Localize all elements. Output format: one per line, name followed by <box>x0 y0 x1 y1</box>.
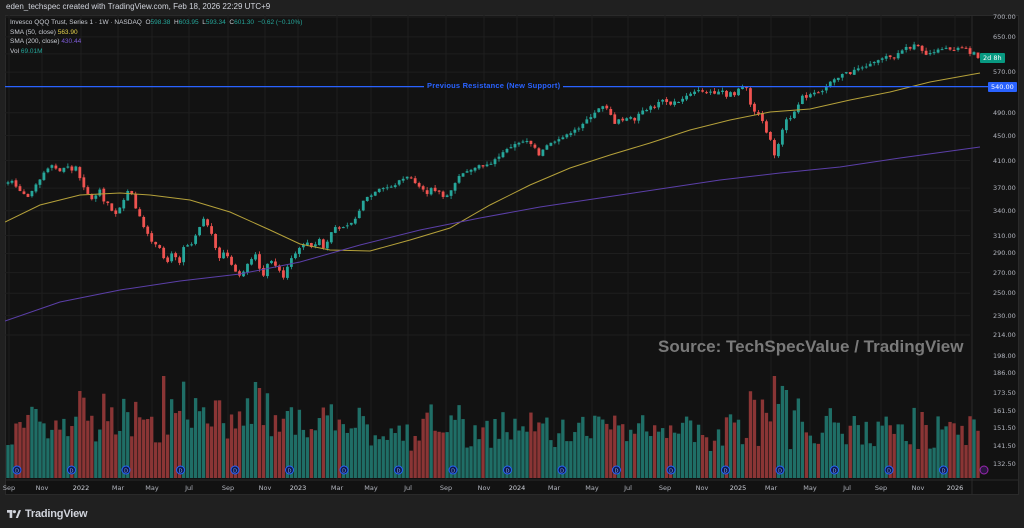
time-axis-label: Sep <box>2 484 16 492</box>
support-annotation[interactable]: Previous Resistance (New Support) <box>424 81 564 90</box>
volume-axis-label: 186.00 <box>993 369 1016 377</box>
sma200-label: SMA (200, close) <box>10 38 60 45</box>
price-axis-label: 290.00 <box>993 249 1016 258</box>
sma50-row[interactable]: SMA (50, close) 563.90 <box>10 28 302 38</box>
svg-text:D: D <box>560 469 564 475</box>
low-value: 593.34 <box>205 19 226 26</box>
svg-text:D: D <box>288 469 292 475</box>
price-axis-label: 570.00 <box>993 68 1016 77</box>
price-axis-label: 650.00 <box>993 32 1016 41</box>
svg-text:D: D <box>833 469 837 475</box>
time-axis-label: 2025 <box>729 484 747 492</box>
time-axis-label: Jul <box>404 484 412 492</box>
time-axis-label: 2024 <box>508 484 526 492</box>
svg-text:D: D <box>724 469 728 475</box>
time-axis-label: Sep <box>439 484 453 492</box>
time-axis-label: May <box>803 484 817 492</box>
time-axis-label: May <box>585 484 599 492</box>
time-axis-label: Jul <box>624 484 632 492</box>
header-bar: eden_techspec created with TradingView.c… <box>0 0 1024 15</box>
time-axis-label: 2026 <box>946 484 964 492</box>
volume-axis-label: 161.50 <box>993 407 1016 415</box>
high-value: 603.95 <box>178 19 199 26</box>
time-axis-label: 2023 <box>289 484 307 492</box>
price-axis-label: 270.00 <box>993 268 1016 277</box>
price-axis-label: 700.00 <box>993 13 1016 21</box>
svg-text:D: D <box>179 469 183 475</box>
time-axis-label: Nov <box>695 484 709 492</box>
change-value: −0.62 (−0.10%) <box>257 19 303 26</box>
time-axis-label: Jul <box>843 484 851 492</box>
close-value: 601.30 <box>234 19 254 26</box>
volume-row[interactable]: Vol 69.01M <box>10 47 302 57</box>
svg-text:D: D <box>451 469 455 475</box>
price-axis-label: 340.00 <box>993 206 1016 215</box>
high-label: H <box>174 19 179 26</box>
tradingview-brand: TradingView <box>25 508 88 520</box>
volume-axis-label: 198.00 <box>993 352 1016 360</box>
time-axis-label: Sep <box>658 484 672 492</box>
bar-countdown-badge: 2d 8h <box>980 53 1005 63</box>
volume-label: Vol <box>10 47 20 55</box>
time-axis-label: Mar <box>764 484 778 492</box>
time-axis-label: Jul <box>185 484 193 492</box>
low-label: L <box>202 19 206 26</box>
svg-text:D: D <box>233 469 237 475</box>
svg-text:D: D <box>669 469 673 475</box>
sma50-label: SMA (50, close) <box>10 28 56 36</box>
volume-axis-label: 173.50 <box>993 389 1016 397</box>
time-axis-label: Nov <box>35 484 49 492</box>
time-axis-label: Sep <box>874 484 888 492</box>
volume-axis-label: 151.50 <box>993 424 1016 432</box>
time-axis-label: Mar <box>111 484 125 492</box>
svg-text:D: D <box>70 469 74 475</box>
open-value: 598.38 <box>150 19 171 26</box>
price-axis-label: 214.00 <box>993 331 1016 339</box>
svg-text:D: D <box>887 469 891 475</box>
volume-axis-label: 141.50 <box>993 442 1016 450</box>
time-axis-label: Nov <box>477 484 491 492</box>
sma50-value: 563.90 <box>57 28 78 36</box>
price-axis-label: 230.00 <box>993 311 1016 320</box>
price-axis-label: 250.00 <box>993 289 1016 298</box>
ohlc-row: Invesco QQQ Trust, Series 1 · 1W · NASDA… <box>10 18 302 28</box>
svg-text:D: D <box>124 469 128 475</box>
tradingview-logo-icon <box>7 510 21 518</box>
time-axis-label: May <box>364 484 378 492</box>
sma200-row[interactable]: SMA (200, close) 430.44 <box>10 37 302 47</box>
support-price-badge: 540.00 <box>988 82 1017 92</box>
source-watermark: Source: TechSpecValue / TradingView <box>658 337 964 356</box>
svg-text:D: D <box>615 469 619 475</box>
tradingview-logo[interactable]: TradingView <box>7 508 88 520</box>
price-axis-label: 310.00 <box>993 231 1016 240</box>
time-axis-label: Mar <box>547 484 561 492</box>
chart-legend: Invesco QQQ Trust, Series 1 · 1W · NASDA… <box>10 18 302 56</box>
time-axis-label: Nov <box>911 484 925 492</box>
volume-value: 69.01M <box>20 47 43 55</box>
svg-text:D: D <box>506 469 510 475</box>
svg-text:D: D <box>397 469 401 475</box>
time-axis-label: 2022 <box>72 484 90 492</box>
footer-bar <box>0 495 1024 528</box>
volume-axis-label: 132.50 <box>993 460 1016 468</box>
open-label: O <box>145 19 151 26</box>
symbol-title[interactable]: Invesco QQQ Trust, Series 1 · 1W · NASDA… <box>10 19 142 26</box>
svg-text:D: D <box>15 469 19 475</box>
price-axis-label: 490.00 <box>993 108 1016 117</box>
price-axis-label: 450.00 <box>993 131 1016 140</box>
time-axis-label: Nov <box>258 484 272 492</box>
chart-credit: eden_techspec created with TradingView.c… <box>6 2 271 11</box>
time-axis-label: Sep <box>221 484 235 492</box>
svg-text:D: D <box>942 469 946 475</box>
price-axis-label: 410.00 <box>993 156 1016 165</box>
close-label: C <box>229 19 235 26</box>
sma200-value: 430.44 <box>61 38 82 45</box>
svg-text:D: D <box>778 469 782 475</box>
time-axis-label: May <box>145 484 159 492</box>
time-axis-label: Mar <box>330 484 344 492</box>
price-axis-label: 370.00 <box>993 184 1016 193</box>
svg-text:D: D <box>342 469 346 475</box>
